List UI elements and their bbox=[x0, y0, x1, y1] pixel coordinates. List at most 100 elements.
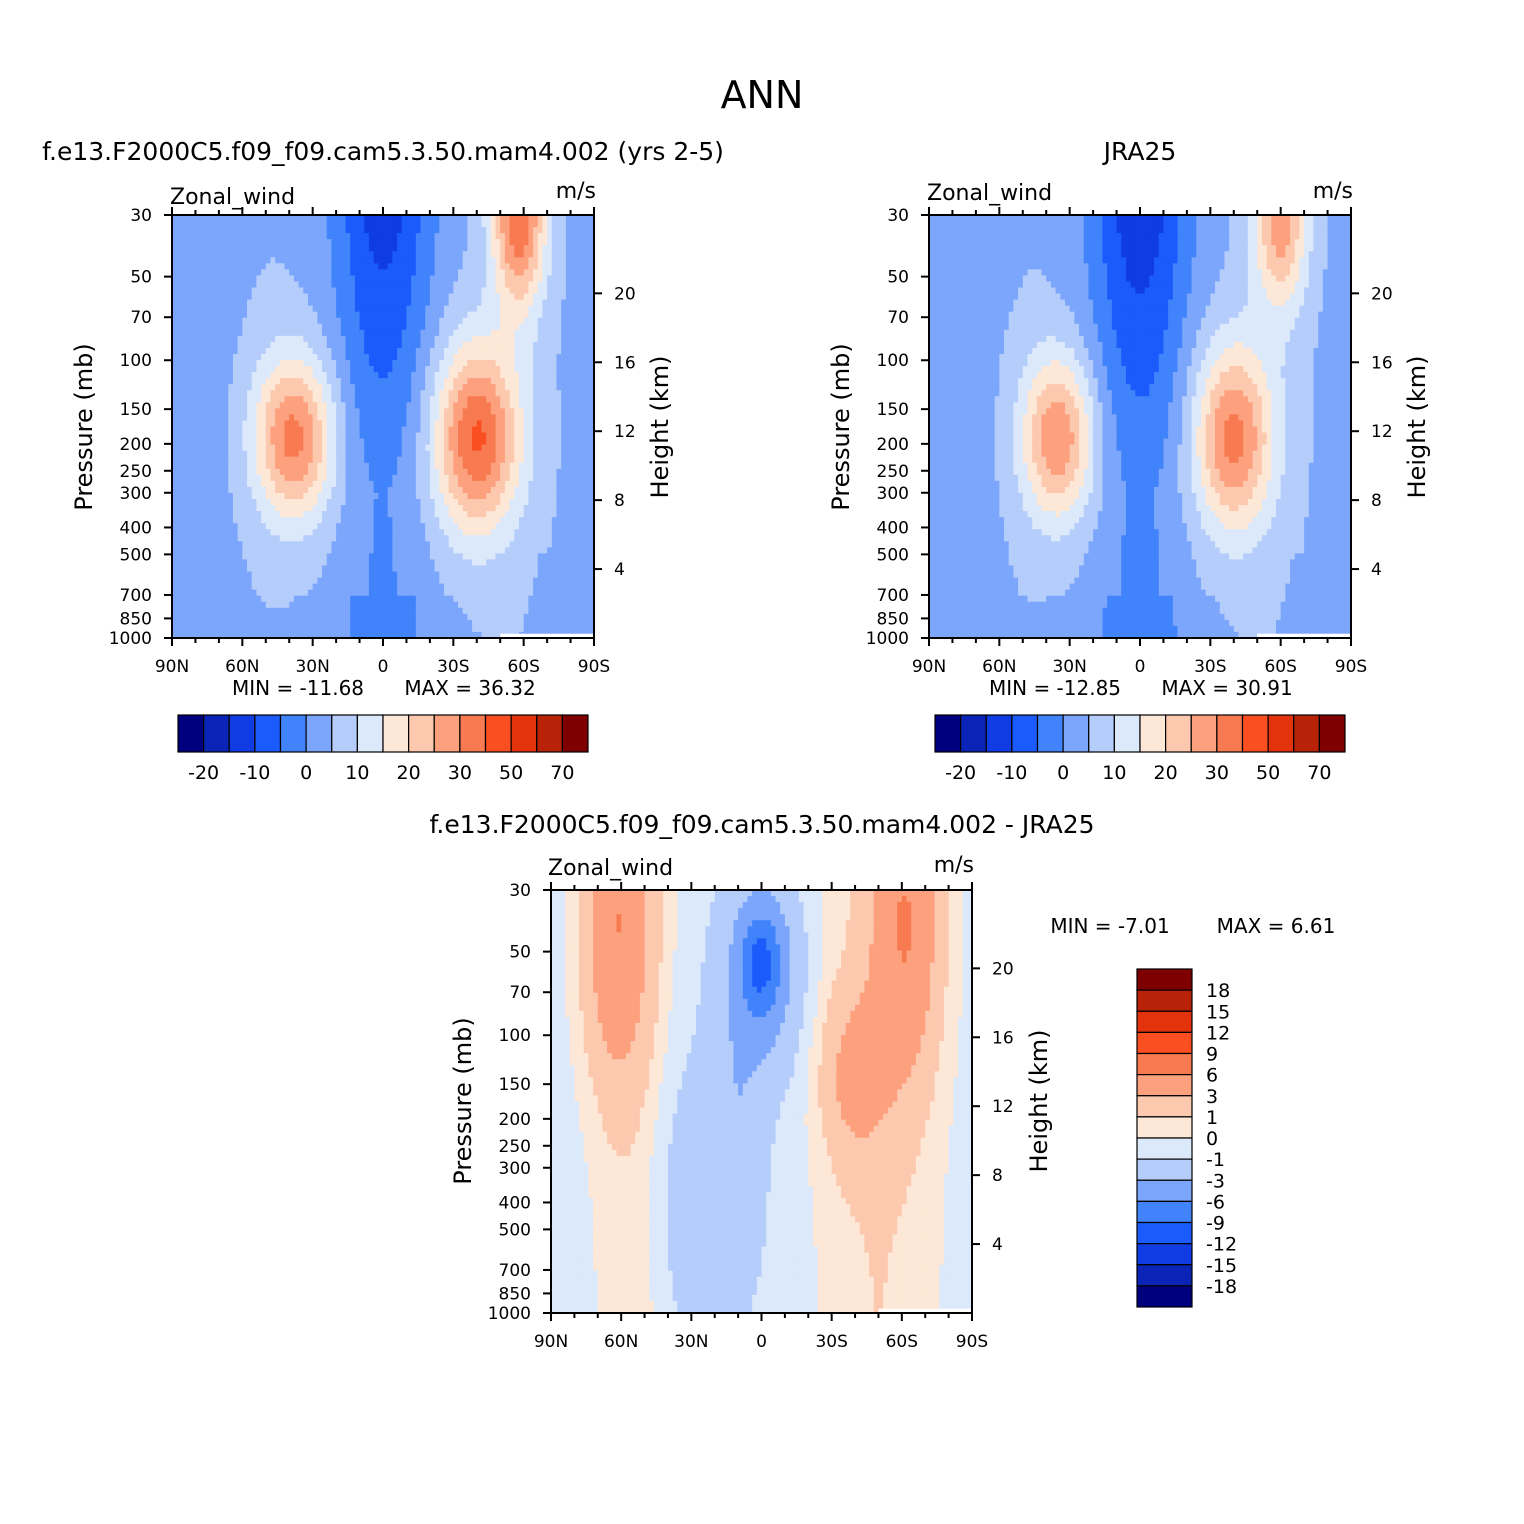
contour-cell bbox=[443, 287, 450, 295]
contour-cell bbox=[331, 353, 337, 361]
contour-cell bbox=[472, 505, 478, 512]
contour-cell bbox=[481, 462, 487, 470]
contour-cell bbox=[322, 299, 328, 307]
contour-cell bbox=[392, 432, 398, 440]
contour-cell bbox=[293, 462, 300, 470]
contour-cell bbox=[589, 432, 595, 440]
contour-cell bbox=[542, 396, 548, 403]
contour-cell bbox=[218, 227, 225, 234]
contour-cell bbox=[495, 456, 501, 464]
contour-cell bbox=[565, 335, 572, 343]
contour-cell bbox=[533, 293, 539, 301]
contour-cell bbox=[439, 541, 445, 548]
contour-cell bbox=[429, 456, 436, 464]
contour-cell bbox=[397, 360, 403, 367]
contour-cell bbox=[237, 414, 243, 422]
contour-cell bbox=[265, 390, 272, 397]
contour-cell bbox=[298, 221, 304, 228]
contour-cell bbox=[218, 541, 225, 548]
contour-cell bbox=[458, 462, 464, 470]
contour-cell bbox=[561, 450, 567, 458]
contour-cell bbox=[270, 474, 276, 482]
contour-cell bbox=[298, 396, 304, 403]
contour-cell bbox=[251, 486, 257, 494]
contour-cell bbox=[458, 221, 464, 228]
contour-cell bbox=[172, 378, 178, 385]
contour-cell bbox=[289, 384, 295, 391]
contour-cell bbox=[565, 450, 572, 458]
contour-cell bbox=[401, 263, 408, 270]
contour-cell bbox=[537, 444, 544, 452]
contour-cell bbox=[518, 511, 525, 518]
contour-cell bbox=[186, 281, 192, 289]
contour-cell bbox=[420, 468, 426, 476]
contour-cell bbox=[298, 329, 304, 337]
contour-cell bbox=[547, 390, 553, 397]
contour-cell bbox=[401, 341, 408, 349]
contour-cell bbox=[204, 347, 211, 355]
contour-cell bbox=[317, 215, 323, 222]
contour-cell bbox=[200, 372, 206, 379]
contour-cell bbox=[275, 263, 281, 270]
contour-cell bbox=[500, 511, 506, 518]
contour-cell bbox=[579, 468, 586, 476]
contour-cell bbox=[186, 239, 192, 246]
contour-cell bbox=[247, 311, 253, 319]
contour-cell bbox=[242, 456, 248, 464]
contour-cell bbox=[537, 245, 544, 252]
contour-cell bbox=[237, 239, 243, 246]
contour-cell bbox=[354, 462, 361, 470]
contour-cell bbox=[354, 468, 361, 476]
contour-cell bbox=[584, 227, 590, 234]
contour-cell bbox=[518, 378, 525, 385]
contour-cell bbox=[392, 414, 398, 422]
contour-cell bbox=[289, 251, 295, 258]
contour-cell bbox=[429, 408, 436, 416]
contour-cell bbox=[434, 402, 440, 409]
contour-cell bbox=[481, 529, 487, 536]
contour-cell bbox=[537, 311, 544, 319]
contour-cell bbox=[584, 269, 590, 277]
contour-cell bbox=[289, 420, 295, 428]
contour-cell bbox=[490, 432, 497, 440]
contour-cell bbox=[434, 468, 440, 476]
contour-cell bbox=[326, 390, 333, 397]
contour-cell bbox=[228, 492, 234, 500]
contour-cell bbox=[429, 474, 436, 482]
contour-cell bbox=[575, 462, 581, 470]
contour-cell bbox=[218, 432, 225, 440]
contour-cell bbox=[373, 372, 379, 379]
contour-cell bbox=[181, 462, 187, 470]
contour-cell bbox=[350, 378, 356, 385]
contour-cell bbox=[584, 347, 590, 355]
contour-cell bbox=[387, 432, 393, 440]
contour-cell bbox=[570, 432, 576, 440]
contour-cell bbox=[425, 420, 431, 428]
contour-cell bbox=[401, 474, 408, 482]
contour-cell bbox=[350, 438, 356, 446]
contour-cell bbox=[518, 432, 525, 440]
contour-cell bbox=[504, 426, 511, 434]
contour-cell bbox=[518, 426, 525, 434]
contour-cell bbox=[551, 293, 558, 301]
contour-cell bbox=[209, 281, 215, 289]
contour-cell bbox=[537, 450, 544, 458]
contour-cell bbox=[378, 529, 384, 536]
contour-cell bbox=[411, 227, 417, 234]
contour-cell bbox=[401, 360, 408, 367]
contour-cell bbox=[293, 432, 300, 440]
contour-cell bbox=[495, 541, 501, 548]
contour-cell bbox=[570, 366, 576, 373]
contour-cell bbox=[397, 317, 403, 325]
contour-cell bbox=[476, 287, 483, 295]
contour-cell bbox=[326, 499, 333, 506]
contour-cell bbox=[458, 444, 464, 452]
contour-cell bbox=[561, 293, 567, 301]
contour-cell bbox=[265, 360, 272, 367]
contour-cell bbox=[293, 347, 300, 355]
contour-cell bbox=[190, 311, 197, 319]
contour-cell bbox=[331, 523, 337, 530]
contour-cell bbox=[284, 227, 290, 234]
contour-cell bbox=[279, 523, 286, 530]
contour-cell bbox=[186, 378, 192, 385]
